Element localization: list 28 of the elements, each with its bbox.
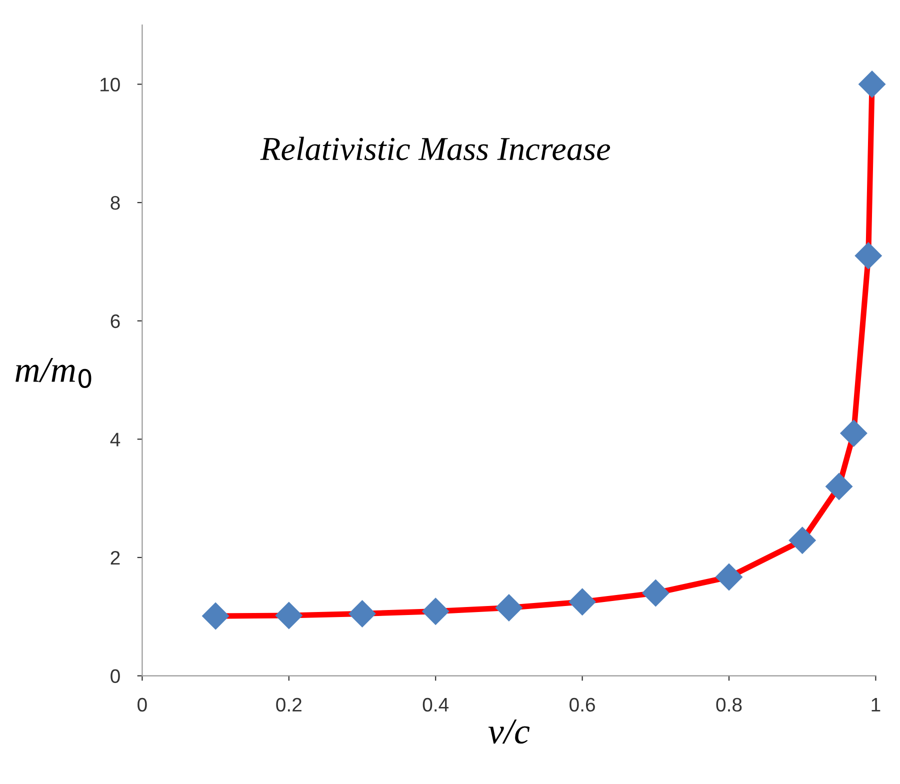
point	[275, 602, 302, 629]
y-tick-label: 2	[110, 550, 120, 565]
point	[716, 564, 742, 590]
x-tick-label: 0.6	[570, 698, 595, 712]
point	[858, 70, 886, 98]
point	[826, 473, 852, 500]
y-tick-label: 10	[100, 78, 120, 92]
y-tick-label: 8	[110, 196, 120, 210]
x-tick-label: 0	[138, 698, 147, 712]
point	[568, 588, 596, 616]
x-tick-label: 0.8	[716, 698, 742, 712]
point	[202, 602, 230, 630]
point	[642, 580, 670, 606]
point	[854, 242, 882, 270]
y-tick-label: 6	[110, 314, 120, 328]
point	[495, 594, 522, 622]
y-tick-label: 4	[110, 432, 120, 446]
y-axis-title: m/m$_{0}$	[16, 358, 92, 388]
point	[422, 598, 450, 625]
point	[840, 420, 868, 447]
y-tick-label: 0	[110, 669, 120, 684]
x-tick-label: 1	[872, 698, 880, 712]
text: Relativistic Mass Increase	[260, 136, 610, 160]
point	[788, 526, 816, 554]
x-axis-title: v/c	[488, 719, 530, 744]
x-tick-label: 0.4	[422, 698, 449, 712]
x-tick-label: 0.2	[276, 698, 302, 712]
point	[348, 600, 376, 628]
